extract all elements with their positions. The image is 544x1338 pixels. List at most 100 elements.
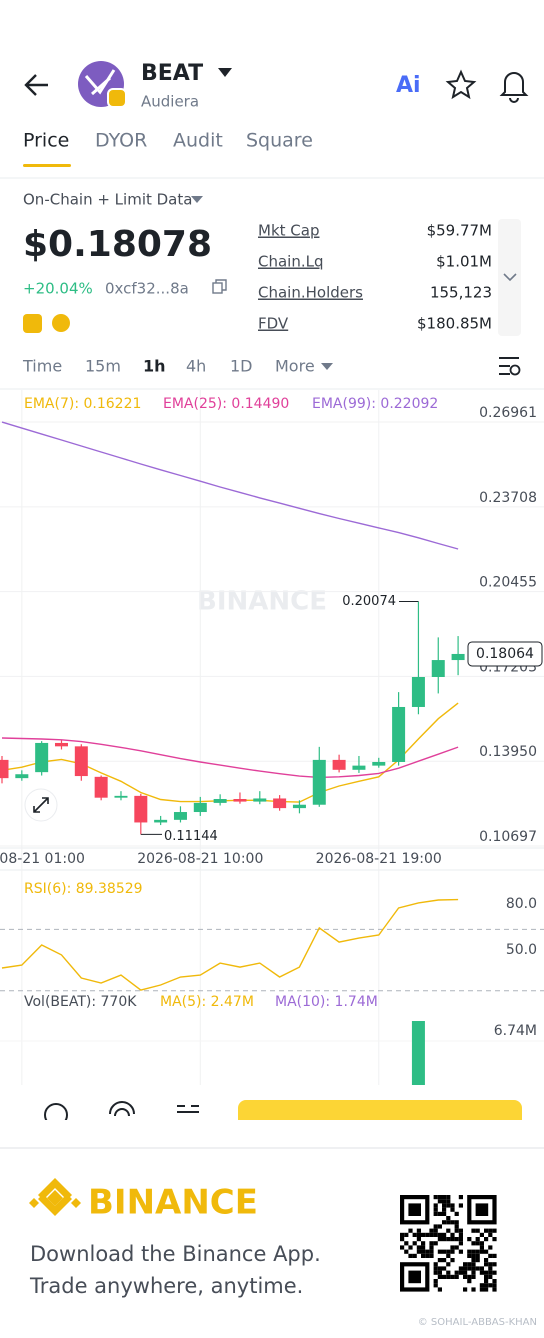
interval[interactable]: 4h (186, 357, 206, 376)
qr-module (484, 1287, 489, 1292)
y-tick-label: 0.23708 (479, 490, 537, 506)
qr-module (404, 1249, 409, 1254)
expand-panel[interactable] (498, 219, 521, 336)
qr-module (484, 1270, 489, 1275)
qr-module (471, 1266, 476, 1271)
qr-module (458, 1228, 463, 1233)
qr-module (484, 1283, 489, 1288)
qr-module (442, 1258, 447, 1263)
candle-body (352, 765, 366, 770)
qr-module (433, 1266, 438, 1271)
interval[interactable]: 1h (143, 357, 166, 376)
qr-module (471, 1270, 476, 1275)
data-source[interactable]: On-Chain + Limit Data (23, 191, 192, 209)
qr-module (442, 1199, 447, 1204)
qr-module (475, 1228, 480, 1233)
qr-module (450, 1237, 455, 1242)
chart-settings[interactable] (499, 357, 519, 375)
interval[interactable]: 15m (85, 357, 121, 376)
tab[interactable]: Audit (173, 130, 223, 152)
footer (0, 1120, 544, 1338)
more-button[interactable] (177, 1105, 199, 1113)
qr-module (446, 1274, 451, 1279)
qr-module (442, 1232, 447, 1237)
qr-module (492, 1253, 497, 1258)
qr-module (484, 1258, 489, 1263)
candle-body (74, 746, 88, 777)
legend-entry: Vol(BEAT): 770K (24, 994, 137, 1010)
qr-module (437, 1211, 442, 1216)
fullscreen-icon (33, 797, 49, 813)
high-label: 0.20074 (342, 594, 396, 609)
stat-label[interactable]: FDV (258, 315, 289, 333)
qr-module (484, 1228, 489, 1233)
interval[interactable]: More (275, 357, 315, 376)
qr-module (446, 1262, 451, 1267)
qr-module (446, 1237, 451, 1242)
candle-body (273, 798, 287, 809)
live-button[interactable] (109, 1101, 135, 1117)
qr-module (458, 1241, 463, 1246)
qr-module (463, 1262, 468, 1267)
qr-module (437, 1249, 442, 1254)
qr-module (471, 1253, 476, 1258)
candle-body (213, 798, 227, 803)
qr-module (471, 1262, 476, 1267)
candle-body (392, 706, 406, 762)
interval[interactable]: 1D (230, 357, 253, 376)
last-price-box (467, 641, 543, 667)
qr-module (450, 1249, 455, 1254)
qr-module (437, 1199, 442, 1204)
qr-module (454, 1220, 459, 1225)
qr-module (475, 1258, 480, 1263)
qr-module (416, 1245, 421, 1250)
tag-icon (52, 314, 70, 332)
legend-entry: EMA(7): 0.16221 (24, 396, 141, 412)
favorite-button[interactable] (445, 69, 477, 100)
qr-module (421, 1232, 426, 1237)
stat-label[interactable]: Chain.Lq (258, 253, 324, 271)
x-tick-label: 2026-08-21 19:00 (316, 851, 442, 867)
qr-module (450, 1203, 455, 1208)
candle-body (15, 774, 29, 779)
footer-line: Trade anywhere, anytime. (29, 1274, 303, 1298)
qr-module (458, 1203, 463, 1208)
qr-module (433, 1279, 438, 1284)
dropdown-arrow[interactable] (218, 68, 232, 77)
tab[interactable]: Price (23, 130, 69, 152)
tab[interactable]: Square (246, 130, 313, 152)
qr-module (492, 1283, 497, 1288)
qr-module (421, 1245, 426, 1250)
qr-module (412, 1253, 417, 1258)
interval[interactable]: Time (22, 357, 62, 376)
avatar-art (84, 69, 116, 96)
qr-module (450, 1274, 455, 1279)
qr-module (437, 1258, 442, 1263)
stat-label[interactable]: Mkt Cap (258, 222, 319, 240)
stat-label[interactable]: Chain.Holders (258, 284, 363, 302)
qr-module (442, 1203, 447, 1208)
qr-module (463, 1287, 468, 1292)
alert-button[interactable] (499, 72, 529, 103)
credit: © SOHAIL-ABBAS-KHAN (418, 1317, 537, 1328)
qr-module (421, 1253, 426, 1258)
qr-module (475, 1253, 480, 1258)
ai-button[interactable]: Ai (396, 73, 421, 98)
copy-button[interactable] (212, 282, 223, 294)
qr-module (446, 1228, 451, 1233)
tab[interactable]: DYOR (95, 130, 147, 152)
back-button[interactable] (24, 74, 48, 96)
qr-module (450, 1220, 455, 1225)
candle-body (94, 776, 108, 798)
qr-module (446, 1203, 451, 1208)
qr-module (433, 1241, 438, 1246)
qr-module (458, 1270, 463, 1275)
qr-module (463, 1270, 468, 1275)
qr-module (429, 1232, 434, 1237)
qr-module (467, 1274, 472, 1279)
indicator-line (1, 898, 459, 991)
qr-code (400, 1195, 497, 1292)
qr-module (437, 1232, 442, 1237)
qr-module (458, 1266, 463, 1271)
